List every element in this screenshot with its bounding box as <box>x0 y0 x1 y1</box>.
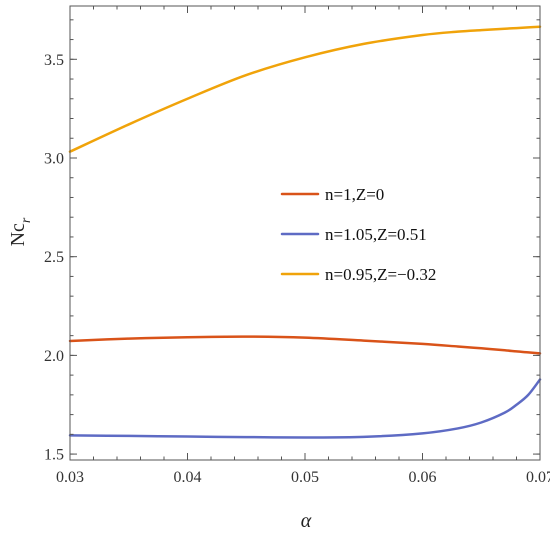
x-tick-label: 0.07 <box>526 469 550 486</box>
legend-label-3: n=0.95,Z=−0.32 <box>325 265 436 284</box>
x-tick-label: 0.05 <box>291 469 319 486</box>
x-axis-label: α <box>301 510 312 532</box>
x-tick-label: 0.04 <box>174 469 202 486</box>
y-tick-label: 2.5 <box>44 249 64 266</box>
y-axis-label: Ncr <box>7 217 34 246</box>
legend-label-1: n=1,Z=0 <box>325 185 384 204</box>
legend: n=1,Z=0 n=1.05,Z=0.51 n=0.95,Z=−0.32 <box>280 185 436 284</box>
series-line-3 <box>68 25 542 153</box>
series-line-2 <box>68 378 542 439</box>
y-tick-label: 1.5 <box>44 447 64 464</box>
y-axis: 1.5 2.0 2.5 3.0 3.5 <box>44 19 540 464</box>
x-tick-label: 0.03 <box>56 469 84 486</box>
legend-label-2: n=1.05,Z=0.51 <box>325 225 427 244</box>
y-axis-label-main: Nc <box>7 223 29 246</box>
y-tick-label: 3.5 <box>44 52 64 69</box>
y-tick-label: 2.0 <box>44 348 64 365</box>
y-tick-label: 3.0 <box>44 150 64 167</box>
series-line-1 <box>68 335 542 355</box>
plot-series <box>68 25 542 439</box>
y-axis-label-subscript: r <box>19 217 34 223</box>
x-axis: 0.03 0.04 0.05 0.06 0.07 <box>56 6 550 486</box>
x-tick-label: 0.06 <box>409 469 437 486</box>
